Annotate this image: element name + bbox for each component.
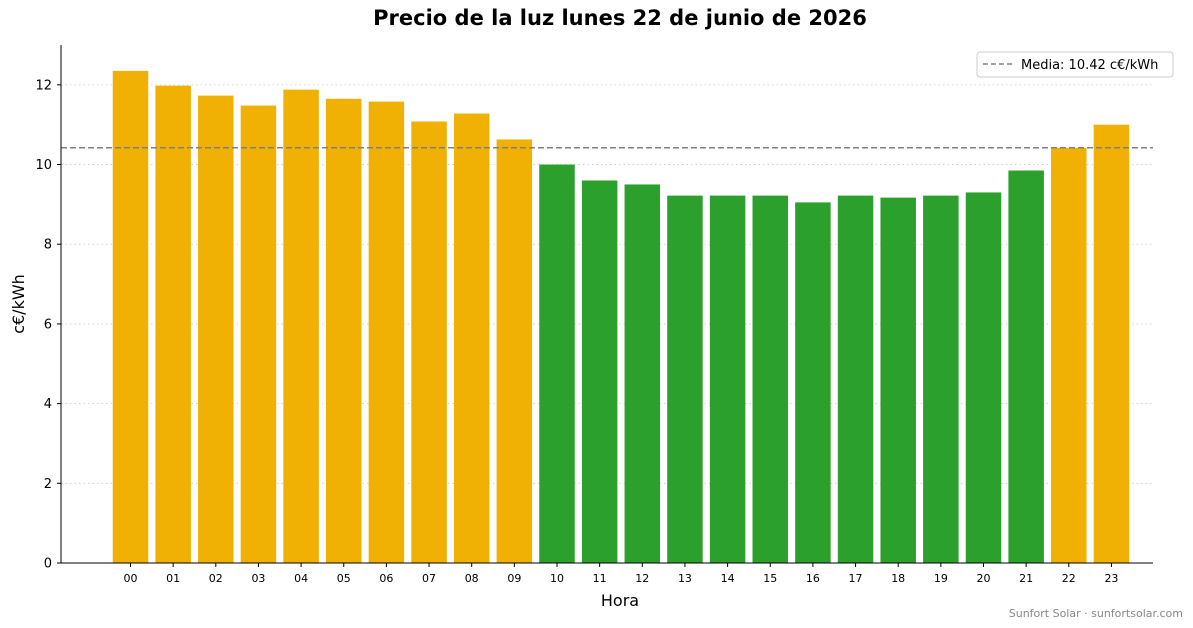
x-tick-label: 03 (251, 572, 265, 585)
bar-hour-23 (1093, 124, 1130, 563)
y-tick-label: 4 (44, 397, 52, 412)
bar-hour-01 (155, 85, 191, 564)
bar-hour-17 (837, 195, 874, 563)
x-tick-label: 01 (166, 572, 180, 585)
y-tick-label: 0 (44, 557, 52, 572)
x-tick-label: 14 (721, 572, 735, 585)
bar-hour-02 (198, 95, 234, 563)
bar-hour-16 (795, 202, 831, 563)
bar-hour-03 (240, 105, 277, 563)
bar-hour-14 (709, 195, 746, 563)
bar-hour-06 (368, 101, 405, 563)
x-tick-label: 23 (1104, 572, 1118, 585)
bars (112, 70, 1130, 564)
x-tick-label: 06 (379, 572, 393, 585)
bar-hour-07 (411, 121, 447, 564)
bar-hour-00 (112, 70, 149, 564)
chart-title: Precio de la luz lunes 22 de junio de 20… (373, 6, 867, 30)
bar-hour-05 (326, 98, 362, 564)
x-tick-label: 12 (635, 572, 649, 585)
x-ticks: 00 01 02 03 04 05 06 07 08 09 10 11 12 13 14 15 16 17 18 19… (124, 563, 1118, 585)
x-tick-label: 21 (1019, 572, 1033, 585)
y-axis-label: c€/kWh (9, 274, 28, 334)
x-axis-label: Hora (601, 591, 639, 610)
x-tick-label: 15 (763, 572, 777, 585)
bar-hour-20 (965, 192, 1002, 563)
bar-hour-11 (581, 180, 618, 563)
x-tick-label: 18 (891, 572, 905, 585)
bar-hour-15 (752, 195, 788, 563)
credit-text: Sunfort Solar · sunfortsolar.com (1009, 607, 1183, 620)
x-tick-label: 05 (337, 572, 351, 585)
bar-hour-10 (539, 164, 575, 564)
x-tick-label: 00 (124, 572, 138, 585)
bar-hour-21 (1008, 170, 1044, 563)
y-tick-label: 10 (35, 158, 52, 173)
legend-box (976, 51, 1174, 78)
bar-hour-19 (923, 195, 959, 563)
y-tick-label: 2 (44, 477, 52, 492)
bar-hour-13 (667, 195, 703, 563)
x-tick-label: 13 (678, 572, 692, 585)
x-tick-label: 04 (294, 572, 308, 585)
x-tick-label: 02 (209, 572, 223, 585)
y-tick-label: 6 (44, 317, 52, 332)
bar-hour-04 (283, 89, 319, 564)
x-tick-label: 09 (507, 572, 521, 585)
x-tick-label: 20 (977, 572, 991, 585)
bar-hour-08 (453, 113, 490, 563)
x-tick-label: 17 (849, 572, 863, 585)
bar-hour-09 (496, 139, 533, 564)
y-tick-label: 8 (44, 238, 52, 253)
y-ticks: 0 2 4 6 8 10 12 (35, 78, 61, 572)
bar-hour-22 (1051, 147, 1087, 563)
x-tick-label: 08 (465, 572, 479, 585)
legend: Media: 10.42 c€/kWh (976, 51, 1174, 78)
bar-hour-12 (624, 184, 661, 563)
x-tick-label: 19 (934, 572, 948, 585)
legend-mean-label: Media: 10.42 c€/kWh (1021, 58, 1158, 73)
x-tick-label: 11 (593, 572, 607, 585)
x-tick-label: 07 (422, 572, 436, 585)
x-tick-label: 10 (550, 572, 564, 585)
x-tick-label: 22 (1062, 572, 1076, 585)
bar-hour-18 (880, 197, 916, 563)
y-tick-label: 12 (35, 78, 52, 93)
x-tick-label: 16 (806, 572, 820, 585)
